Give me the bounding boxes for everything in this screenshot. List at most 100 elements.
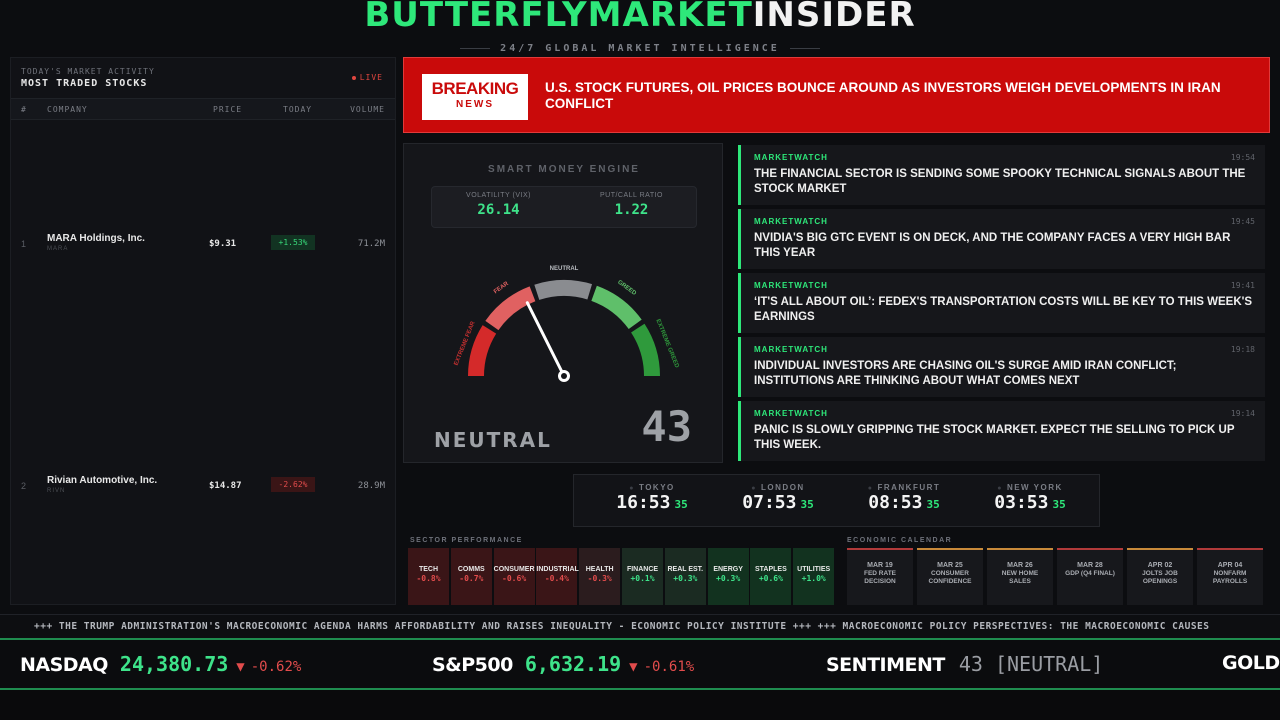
news-item[interactable]: MARKETWATCH 19:14 PANIC IS SLOWLY GRIPPI… (738, 401, 1265, 461)
sector-change: -0.3% (587, 574, 612, 583)
sector-tile[interactable]: ENERGY +0.3% (707, 548, 749, 605)
gauge-label-neutral: NEUTRAL (550, 266, 579, 272)
gauge-segment-extreme-fear (468, 325, 497, 377)
index-name: SENTIMENT (826, 654, 945, 676)
gauge-label-greed: GREED (616, 279, 637, 297)
breaking-badge: BREAKING NEWS (422, 74, 528, 120)
news-headline[interactable]: PANIC IS SLOWLY GRIPPING THE STOCK MARKE… (754, 424, 1235, 451)
economic-calendar-title: ECONOMIC CALENDAR (847, 537, 953, 544)
sector-change: +0.1% (630, 574, 655, 583)
sector-change: +0.6% (758, 574, 783, 583)
bottom-strip (0, 690, 1280, 720)
calendar-event[interactable]: MAR 19 FED RATE DECISION (847, 548, 913, 605)
event-name-line2: PAYROLLS (1212, 578, 1248, 585)
sector-tile[interactable]: HEALTH -0.3% (579, 548, 621, 605)
sector-name: UTILITIES (797, 566, 831, 573)
clock-seconds: 35 (800, 498, 814, 511)
news-item[interactable]: MARKETWATCH 19:41 ‘IT'S ALL ABOUT OIL’: … (738, 273, 1265, 333)
table-row[interactable]: 2 Rivian Automotive, Inc. RIVN $14.87 -2… (11, 472, 395, 502)
sector-tile[interactable]: REAL EST. +0.3% (664, 548, 706, 605)
clock-city: FRANKFURT (844, 483, 964, 492)
clock-time: 03:53 (994, 492, 1049, 513)
sector-change: +0.3% (716, 574, 741, 583)
vix-value: 26.14 (477, 202, 520, 218)
sector-tile[interactable]: CONSUMER -0.6% (493, 548, 535, 605)
breaking-news-banner[interactable]: BREAKING NEWS U.S. STOCK FUTURES, OIL PR… (403, 57, 1270, 133)
row-index: 2 (21, 481, 27, 491)
event-name: FED RATE (863, 570, 897, 577)
sector-change: +1.0% (801, 574, 826, 583)
news-ticker-text: +++ THE TRUMP ADMINISTRATION'S MACROECON… (34, 621, 1210, 632)
calendar-event[interactable]: APR 02 JOLTS JOB OPENINGS (1127, 548, 1193, 605)
clock-city: LONDON (718, 483, 838, 492)
news-ticker: +++ THE TRUMP ADMINISTRATION'S MACROECON… (0, 614, 1280, 638)
news-headline[interactable]: ‘IT'S ALL ABOUT OIL’: FEDEX'S TRANSPORTA… (754, 296, 1253, 323)
engine-title: SMART MONEY ENGINE (488, 164, 640, 175)
sector-name: HEALTH (585, 566, 614, 573)
sector-tile[interactable]: INDUSTRIAL -0.4% (536, 548, 579, 605)
news-time: 19:18 (1230, 345, 1255, 354)
brand-part1: BUTTERFLYMARKET (364, 0, 753, 34)
news-time: 19:41 (1230, 281, 1255, 290)
news-headline[interactable]: INDIVIDUAL INVESTORS ARE CHASING OIL'S S… (754, 360, 1177, 387)
clock-time: 16:53 (616, 492, 671, 513)
sentiment-value: 43 [NEUTRAL] (958, 652, 1104, 676)
news-item[interactable]: MARKETWATCH 19:54 THE FINANCIAL SECTOR I… (738, 145, 1265, 205)
clock-time: 08:53 (868, 492, 923, 513)
news-source: MARKETWATCH (754, 153, 828, 162)
change-badge: +1.53% (271, 235, 315, 250)
col-volume[interactable]: VOLUME (350, 105, 385, 114)
panel-title: MOST TRADED STOCKS (21, 78, 148, 89)
news-item[interactable]: MARKETWATCH 19:18 INDIVIDUAL INVESTORS A… (738, 337, 1265, 397)
gauge-needle (525, 301, 566, 378)
tagline-text: 24/7 GLOBAL MARKET INTELLIGENCE (500, 43, 780, 54)
ticker-symbol: RIVN (47, 488, 66, 494)
gauge-segment-greed (591, 285, 642, 330)
event-name: JOLTS JOB (1142, 570, 1178, 577)
news-headline[interactable]: NVIDIA'S BIG GTC EVENT IS ON DECK, AND T… (754, 232, 1231, 259)
col-today[interactable]: TODAY (283, 105, 313, 114)
col-price[interactable]: PRICE (213, 105, 243, 114)
sector-name: CONSUMER (493, 566, 535, 573)
sector-name: TECH (418, 566, 439, 573)
news-source: MARKETWATCH (754, 217, 828, 226)
fear-greed-gauge: EXTREME FEAR FEAR NEUTRAL GREED EXTREME … (453, 266, 680, 382)
index-name: S&P500 (432, 654, 513, 676)
sector-change: +0.3% (673, 574, 698, 583)
news-time: 19:14 (1230, 409, 1255, 418)
change-badge: -2.62% (271, 477, 315, 492)
stock-volume: 28.9M (357, 481, 385, 491)
gauge-hub-center (561, 373, 567, 379)
sector-name: REAL EST. (667, 566, 704, 573)
sector-tile[interactable]: STAPLES +0.6% (750, 548, 792, 605)
sector-tile[interactable]: FINANCE +0.1% (622, 548, 663, 605)
event-name: GDP (Q4 FINAL) (1065, 570, 1115, 577)
vix-label: VOLATILITY (VIX) (466, 192, 531, 199)
news-item[interactable]: MARKETWATCH 19:45 NVIDIA'S BIG GTC EVENT… (738, 209, 1265, 269)
news-source: MARKETWATCH (754, 345, 828, 354)
calendar-event[interactable]: APR 04 NONFARM PAYROLLS (1197, 548, 1263, 605)
clock-seconds: 35 (926, 498, 940, 511)
table-row[interactable]: 1 MARA Holdings, Inc. MARA $9.31 +1.53% … (11, 230, 395, 260)
event-date: APR 04 (1217, 562, 1243, 569)
index-value: 24,380.73 (119, 652, 229, 676)
sector-tile[interactable]: TECH -0.8% (408, 548, 449, 605)
col-company[interactable]: COMPANY (47, 105, 88, 114)
sector-tile[interactable]: COMMS -0.7% (450, 548, 492, 605)
news-headline[interactable]: THE FINANCIAL SECTOR IS SENDING SOME SPO… (754, 168, 1246, 195)
breaking-headline[interactable]: U.S. STOCK FUTURES, OIL PRICES BOUNCE AR… (545, 80, 1221, 111)
calendar-event[interactable]: MAR 28 GDP (Q4 FINAL) (1057, 548, 1123, 605)
ticker-nasdaq: NASDAQ 24,380.73 ▼ -0.62% (20, 652, 301, 676)
sector-tile[interactable]: UTILITIES +1.0% (793, 548, 835, 605)
pcr-label: PUT/CALL RATIO (599, 192, 663, 199)
calendar-event[interactable]: MAR 26 NEW HOME SALES (987, 548, 1053, 605)
event-date: MAR 28 (1077, 562, 1103, 569)
sentiment-state: NEUTRAL (434, 428, 552, 452)
calendar-event[interactable]: MAR 25 CONSUMER CONFIDENCE (917, 548, 983, 605)
sector-change: -0.7% (459, 574, 484, 583)
index-change: -0.62% (250, 659, 302, 675)
gauge-segment-fear (485, 286, 536, 331)
